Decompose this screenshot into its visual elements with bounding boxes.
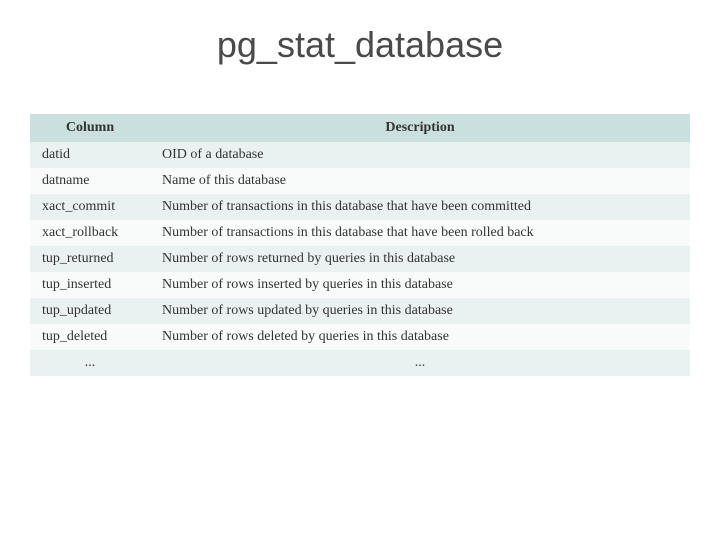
table-cell-column: tup_updated [30, 298, 150, 324]
table-row: ... ... [30, 350, 690, 376]
table-row: tup_deleted Number of rows deleted by qu… [30, 324, 690, 350]
table-cell-description: Number of rows inserted by queries in th… [150, 272, 690, 298]
table-cell-column: datid [30, 142, 150, 168]
table-cell-description: ... [150, 350, 690, 376]
table-row: xact_commit Number of transactions in th… [30, 194, 690, 220]
table-row: xact_rollback Number of transactions in … [30, 220, 690, 246]
table-header-column: Column [30, 114, 150, 142]
page-title: pg_stat_database [30, 24, 690, 66]
table-cell-column: xact_commit [30, 194, 150, 220]
table-row: datname Name of this database [30, 168, 690, 194]
data-table: Column Description datid OID of a databa… [30, 114, 690, 376]
table-cell-description: OID of a database [150, 142, 690, 168]
table-cell-description: Number of rows updated by queries in thi… [150, 298, 690, 324]
table-cell-column: tup_returned [30, 246, 150, 272]
table-cell-column: datname [30, 168, 150, 194]
table-cell-description: Number of rows deleted by queries in thi… [150, 324, 690, 350]
table-cell-description: Name of this database [150, 168, 690, 194]
table-cell-column: xact_rollback [30, 220, 150, 246]
table-row: datid OID of a database [30, 142, 690, 168]
table-cell-column: ... [30, 350, 150, 376]
table-cell-column: tup_inserted [30, 272, 150, 298]
table-cell-description: Number of transactions in this database … [150, 194, 690, 220]
table-cell-description: Number of rows returned by queries in th… [150, 246, 690, 272]
table-cell-description: Number of transactions in this database … [150, 220, 690, 246]
table-row: tup_inserted Number of rows inserted by … [30, 272, 690, 298]
table-header-description: Description [150, 114, 690, 142]
table-row: tup_returned Number of rows returned by … [30, 246, 690, 272]
table-row: tup_updated Number of rows updated by qu… [30, 298, 690, 324]
table-header-row: Column Description [30, 114, 690, 142]
table-cell-column: tup_deleted [30, 324, 150, 350]
